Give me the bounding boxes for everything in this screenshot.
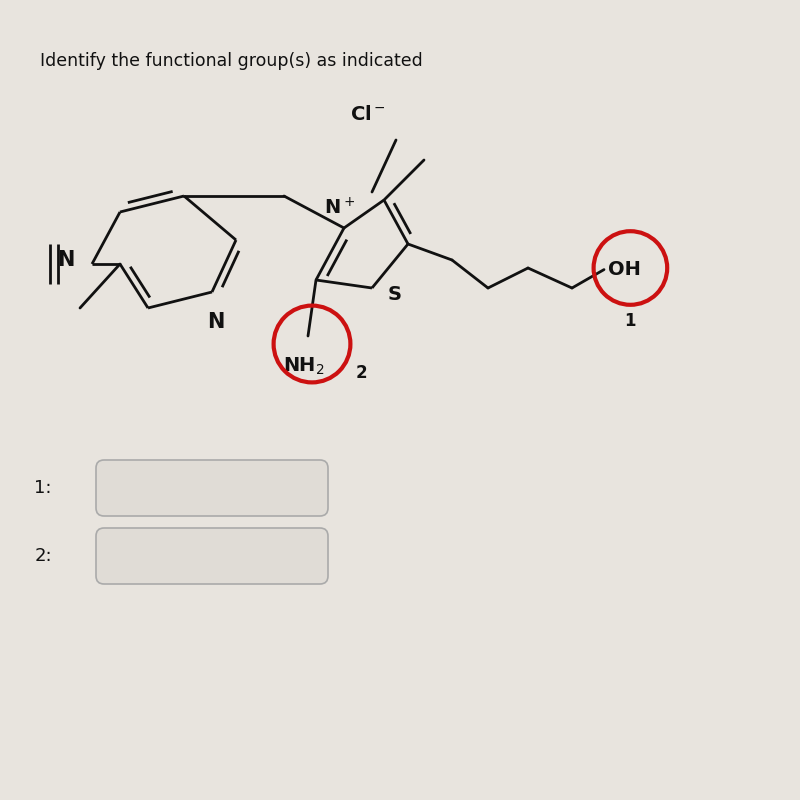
Text: Cl$^-$: Cl$^-$ [350, 105, 386, 124]
Text: N$^+$: N$^+$ [325, 197, 355, 218]
Text: N: N [207, 312, 225, 332]
Text: N: N [57, 250, 74, 270]
FancyBboxPatch shape [96, 528, 328, 584]
Text: Identify the functional group(s) as indicated: Identify the functional group(s) as indi… [40, 52, 422, 70]
Text: 1:: 1: [34, 479, 52, 497]
Text: 2:: 2: [34, 547, 52, 565]
Text: 2: 2 [356, 364, 368, 382]
Text: 1: 1 [625, 312, 636, 330]
Text: NH$_2$: NH$_2$ [283, 356, 325, 378]
Text: OH: OH [608, 260, 641, 279]
Text: S: S [387, 285, 402, 304]
FancyBboxPatch shape [96, 460, 328, 516]
